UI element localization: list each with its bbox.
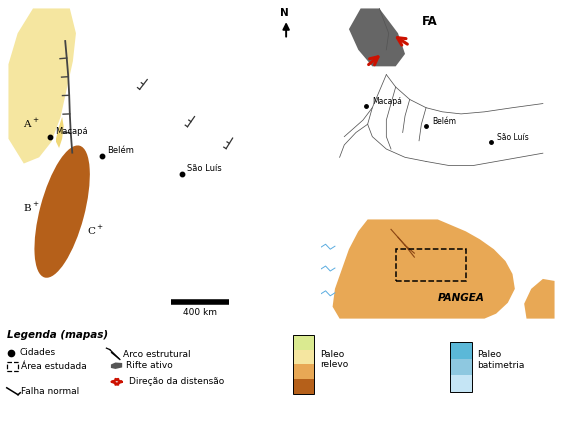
Bar xyxy=(450,376,472,392)
Polygon shape xyxy=(111,362,122,369)
Text: Macapá: Macapá xyxy=(55,127,88,136)
Bar xyxy=(7,362,18,371)
Bar xyxy=(450,359,472,376)
Bar xyxy=(293,349,314,365)
Text: Área estudada: Área estudada xyxy=(21,362,87,371)
Text: São Luís: São Luís xyxy=(187,164,222,173)
Text: Paleo
relevo: Paleo relevo xyxy=(320,349,348,369)
Text: Macapá: Macapá xyxy=(372,97,402,106)
Polygon shape xyxy=(524,279,555,319)
Text: Legenda (mapas): Legenda (mapas) xyxy=(7,330,108,340)
Polygon shape xyxy=(8,8,76,163)
Polygon shape xyxy=(333,219,515,319)
Text: B$^+$: B$^+$ xyxy=(23,200,39,214)
Bar xyxy=(450,342,472,392)
Text: FA: FA xyxy=(421,15,437,28)
Text: Direção da distensão: Direção da distensão xyxy=(129,377,225,386)
Text: Falha normal: Falha normal xyxy=(21,387,79,396)
Text: 400 km: 400 km xyxy=(183,308,217,316)
Text: Belém: Belém xyxy=(108,146,135,155)
Text: São Luís: São Luís xyxy=(497,133,529,142)
Text: N: N xyxy=(280,8,289,18)
Text: Cidades: Cidades xyxy=(20,348,56,357)
Bar xyxy=(293,379,314,394)
Bar xyxy=(293,365,314,379)
Text: Arco estrutural: Arco estrutural xyxy=(123,350,190,359)
Text: Rifte ativo: Rifte ativo xyxy=(126,361,172,370)
Text: C$^+$: C$^+$ xyxy=(87,224,104,237)
Polygon shape xyxy=(56,117,64,148)
Bar xyxy=(396,249,466,281)
Bar xyxy=(450,342,472,359)
Polygon shape xyxy=(349,8,405,66)
Text: PANGEA: PANGEA xyxy=(437,293,485,303)
Text: A$^+$: A$^+$ xyxy=(23,117,39,130)
Ellipse shape xyxy=(34,146,90,278)
Text: Paleo
batimetria: Paleo batimetria xyxy=(477,350,525,370)
Text: Belém: Belém xyxy=(432,117,456,126)
Bar xyxy=(293,335,314,394)
Bar xyxy=(293,335,314,349)
